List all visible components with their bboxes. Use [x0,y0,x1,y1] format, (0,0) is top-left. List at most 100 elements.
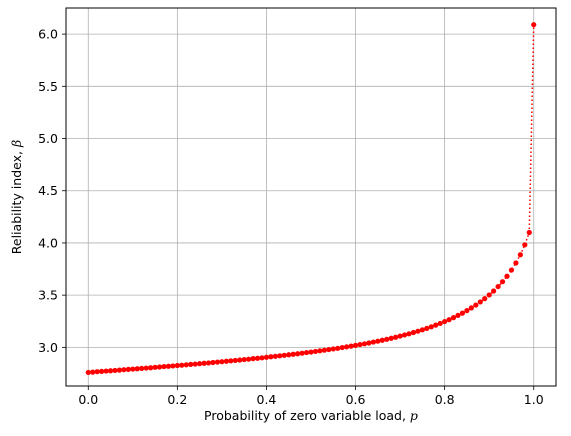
data-point [143,365,149,371]
data-point [468,305,474,311]
data-point [393,334,399,340]
x-tick-label: 0.0 [78,392,98,407]
data-point [250,356,256,362]
data-point [214,359,221,365]
data-point [352,342,359,348]
data-point [179,362,185,368]
data-point [339,344,345,351]
data-point [388,335,394,341]
data-point [188,361,194,367]
data-point [499,279,506,285]
y-tick-label: 4.5 [38,183,58,198]
data-point [406,331,412,337]
data-point [473,302,479,308]
data-point [112,367,118,374]
x-axis-label: Probability of zero variable load, p [204,408,418,423]
data-point [228,358,234,364]
data-point [344,344,350,350]
data-point [237,357,243,363]
y-axis-label-symbol: β [9,140,24,148]
data-point [442,318,448,325]
data-point [268,354,274,360]
data-point [303,349,310,356]
data-point [397,333,403,339]
data-point [210,359,216,366]
data-point [165,363,172,369]
y-tick-label: 5.0 [38,131,58,146]
data-point [357,341,363,348]
data-point [197,361,203,367]
data-point [508,267,515,273]
data-point [139,365,145,371]
y-tick-label: 6.0 [38,27,58,42]
x-axis-ticks: 0.0 0.2 0.4 0.6 0.8 1.0 [78,386,544,407]
data-point [531,22,537,28]
x-axis-label-symbol: p [410,408,418,423]
x-tick-label: 0.4 [257,392,277,407]
data-point [522,242,528,248]
data-point [486,292,492,298]
data-point [99,368,105,374]
data-point [116,367,123,373]
data-point [370,339,376,345]
y-axis-label: Reliability index, β [9,140,24,254]
data-point [259,355,265,361]
data-point [241,356,247,363]
data-point [107,368,114,374]
x-tick-label: 0.6 [346,392,366,407]
data-point [277,353,283,359]
data-point [330,346,336,352]
data-point [134,366,140,372]
data-point [450,315,457,321]
data-point [192,361,198,367]
data-point [90,369,96,375]
data-point [308,349,314,355]
data-point [103,368,109,374]
data-point [130,366,136,372]
data-point [148,365,154,371]
data-point [477,299,483,305]
y-axis-label-text: Reliability index, [9,147,24,254]
data-point [366,340,372,346]
y-axis-ticks: 3.0 3.5 4.0 4.5 5.0 5.5 6.0 [38,27,66,355]
data-point [299,350,305,356]
data-point [121,367,127,373]
data-point [437,320,443,327]
data-point [326,346,332,353]
y-tick-label: 4.0 [38,235,58,250]
data-point [401,332,408,338]
data-point [263,354,270,360]
data-point [415,328,421,334]
data-point [517,252,523,258]
data-point [295,351,301,357]
data-point [446,317,452,323]
data-point [219,359,225,365]
data-point [482,296,488,302]
data-point [410,329,417,336]
data-point [513,260,519,266]
data-point [375,338,381,344]
data-point [281,352,287,358]
data-point [286,352,292,358]
data-point [272,353,278,359]
data-point [232,357,238,364]
data-point [433,322,439,328]
data-point [504,273,510,279]
data-point [174,362,180,369]
data-point [321,347,327,353]
data-point [205,360,212,366]
data-point [526,229,532,236]
x-tick-label: 0.2 [167,392,187,407]
data-point [254,355,261,361]
data-point [246,356,252,362]
data-point [170,363,176,369]
data-point [125,366,131,372]
data-point [94,369,100,375]
data-point [428,324,434,330]
data-point [317,348,323,354]
data-point [312,348,319,355]
data-point [424,325,430,331]
plot-frame [65,7,557,387]
